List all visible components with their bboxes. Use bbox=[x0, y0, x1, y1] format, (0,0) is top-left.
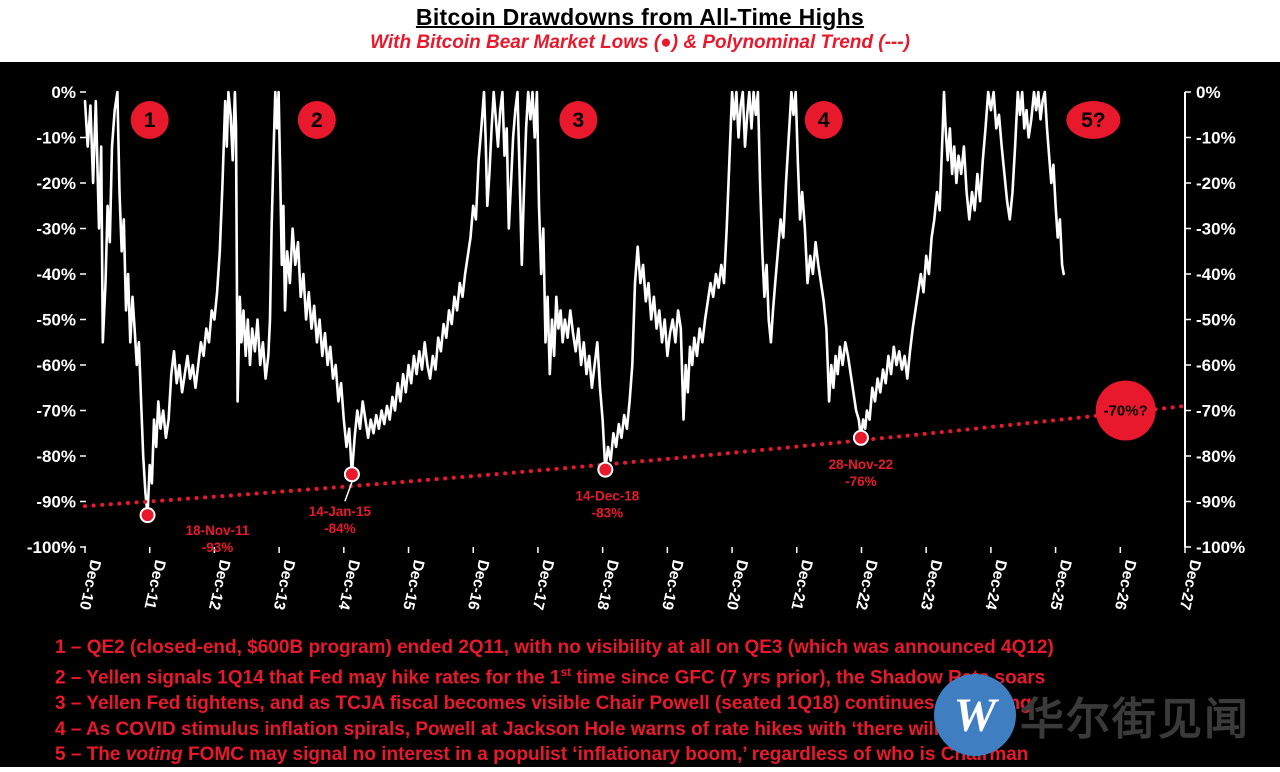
cycle-badge-number: 1 bbox=[144, 109, 156, 132]
y-axis-label-right: 0% bbox=[1196, 83, 1221, 102]
y-axis-label-right: -10% bbox=[1196, 129, 1236, 148]
footnote-segment: st bbox=[560, 665, 572, 680]
footnotes: 1 – QE2 (closed-end, $600B program) ende… bbox=[55, 635, 1054, 767]
footnote-segment: 2 – Yellen signals 1Q14 that Fed may hik… bbox=[55, 667, 561, 689]
cycle-badge bbox=[130, 101, 169, 139]
cycle-badge bbox=[559, 101, 598, 139]
x-axis-label: Dec-25 bbox=[1046, 558, 1074, 612]
bear-market-low-dot bbox=[852, 429, 869, 446]
footnote-segment: 1 – QE2 (closed-end, $600B program) ende… bbox=[55, 637, 1054, 658]
cycle-badge bbox=[297, 101, 336, 139]
footnote-1: 1 – QE2 (closed-end, $600B program) ende… bbox=[55, 635, 1054, 660]
x-axis-label: Dec-20 bbox=[723, 558, 751, 611]
bottom-border bbox=[0, 767, 1280, 772]
footnote-5: 5 – The voting FOMC may signal no intere… bbox=[55, 742, 1054, 767]
x-axis-label: Dec-21 bbox=[787, 558, 815, 612]
low-date-label: 14-Jan-15 bbox=[309, 504, 372, 519]
y-axis-label-left: -90% bbox=[36, 493, 76, 512]
y-axis-label-left: -100% bbox=[27, 538, 76, 557]
x-axis-label: Dec-26 bbox=[1111, 558, 1139, 612]
x-axis-label: Dec-17 bbox=[529, 558, 557, 611]
y-axis-label-left: -50% bbox=[36, 311, 76, 330]
cycle-badge-next-number: 5? bbox=[1081, 109, 1106, 132]
y-axis-label-left: 0% bbox=[51, 83, 76, 102]
footnote-segment: voting bbox=[125, 743, 183, 765]
footnote-segment: 3 – Yellen Fed tightens, and as TCJA fis… bbox=[55, 693, 1032, 715]
footnote-2: 2 – Yellen signals 1Q14 that Fed may hik… bbox=[55, 660, 1054, 691]
y-axis-label-left: -60% bbox=[36, 356, 76, 375]
y-axis-label-left: -40% bbox=[36, 265, 76, 284]
x-axis-label: Dec-24 bbox=[981, 558, 1009, 612]
chart-title: Bitcoin Drawdowns from All-Time Highs bbox=[415, 4, 865, 30]
y-axis-label-right: -70% bbox=[1196, 402, 1236, 421]
x-axis-label: Dec-10 bbox=[76, 558, 104, 611]
x-axis-label: Dec-23 bbox=[917, 558, 945, 612]
footnote-segment: time since GFC (7 yrs prior), the Shadow… bbox=[571, 667, 1046, 689]
low-date-label: 18-Nov-11 bbox=[186, 523, 250, 538]
bear-market-low-dot bbox=[597, 461, 614, 478]
x-axis-label: Dec-13 bbox=[270, 558, 298, 612]
x-axis-label: Dec-16 bbox=[464, 558, 492, 612]
footnote-3: 3 – Yellen Fed tightens, and as TCJA fis… bbox=[55, 691, 1054, 716]
x-axis-label: Dec-27 bbox=[1176, 558, 1204, 611]
drawdown-chart: 0% 0% -10% -10% -20% -20% -30% -30% -40% -40% -50%… bbox=[27, 83, 1245, 612]
low-value-label: -93% bbox=[202, 540, 234, 555]
y-axis-label-left: -20% bbox=[36, 174, 76, 193]
cycle-badge-number: 3 bbox=[573, 109, 585, 132]
x-axis-label: Dec-18 bbox=[593, 558, 621, 612]
watermark-brand-text: 华尔街见闻 bbox=[1020, 695, 1250, 744]
x-axis-label: Dec-15 bbox=[399, 558, 427, 612]
trend-dotted-line bbox=[83, 403, 1187, 509]
y-axis-label-left: -30% bbox=[36, 220, 76, 239]
chart-header: Bitcoin Drawdowns from All-Time Highs Wi… bbox=[0, 0, 1280, 62]
y-axis-label-right: -80% bbox=[1196, 447, 1236, 466]
forecast-label: -70%? bbox=[1104, 403, 1148, 420]
cycle-badge-number: 4 bbox=[818, 109, 830, 132]
x-axis-label: Dec-19 bbox=[658, 558, 686, 612]
x-axis-label: Dec-12 bbox=[205, 558, 233, 611]
low-value-label: -76% bbox=[845, 474, 877, 489]
bear-market-low-dot bbox=[139, 507, 156, 524]
y-axis-label-right: -90% bbox=[1196, 493, 1236, 512]
y-axis-label-right: -60% bbox=[1196, 356, 1236, 375]
y-axis-label-left: -10% bbox=[36, 129, 76, 148]
forecast-circle bbox=[1095, 380, 1156, 441]
low-value-label: -83% bbox=[592, 506, 624, 521]
x-axis-label: Dec-14 bbox=[334, 558, 362, 612]
low-date-label: 28-Nov-22 bbox=[829, 457, 894, 472]
cycle-badge-number: 2 bbox=[311, 109, 323, 132]
low-date-label: 14-Dec-18 bbox=[575, 489, 639, 504]
x-axis-label: Dec-22 bbox=[852, 558, 880, 611]
y-axis-label-right: -40% bbox=[1196, 265, 1236, 284]
y-axis-label-left: -80% bbox=[36, 447, 76, 466]
y-axis-label-left: -70% bbox=[36, 402, 76, 421]
footnote-segment: 5 – The bbox=[55, 743, 126, 765]
drawdown-line bbox=[83, 90, 1065, 517]
low-value-label: -84% bbox=[324, 521, 356, 536]
cycle-badge bbox=[804, 101, 843, 139]
y-axis-label-right: -30% bbox=[1196, 220, 1236, 239]
x-axis-label: Dec-11 bbox=[140, 558, 168, 611]
annotation-connector bbox=[344, 481, 353, 502]
y-axis-label-right: -50% bbox=[1196, 311, 1236, 330]
bear-market-low-dot bbox=[343, 466, 360, 483]
footnote-4: 4 – As COVID stimulus inflation spirals,… bbox=[55, 717, 1054, 742]
cycle-badge-next bbox=[1066, 101, 1121, 139]
footnote-segment: FOMC may signal no interest in a populis… bbox=[182, 743, 1029, 765]
footnote-segment: 4 – As COVID stimulus inflation spirals,… bbox=[55, 718, 1017, 740]
chart-subtitle: With Bitcoin Bear Market Lows (●) & Poly… bbox=[370, 32, 910, 53]
y-axis-label-right: -20% bbox=[1196, 174, 1236, 193]
y-axis-label-right: -100% bbox=[1196, 538, 1245, 557]
